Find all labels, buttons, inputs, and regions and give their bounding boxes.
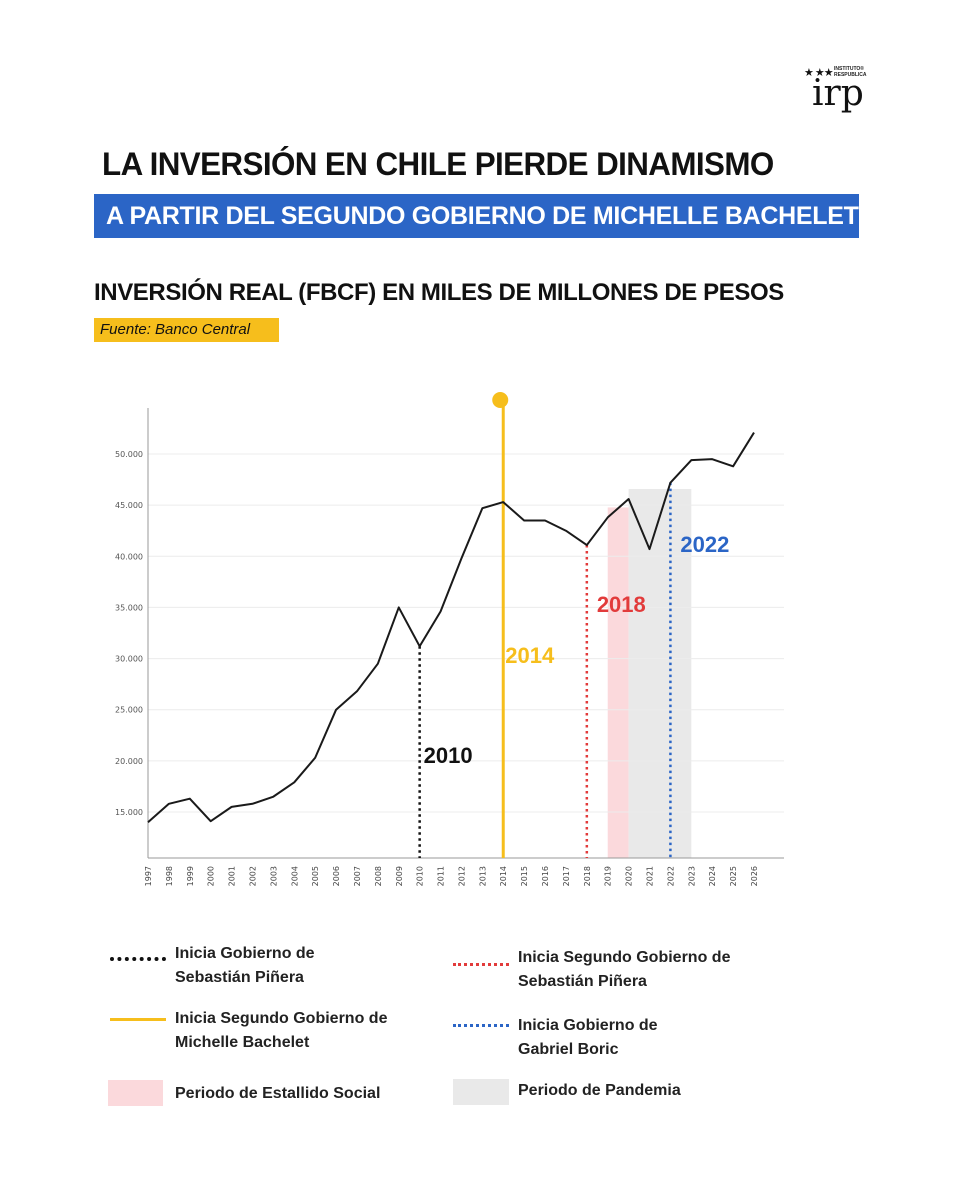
x-tick-label-12: 2009 bbox=[395, 866, 404, 886]
legend-swatch-estallido bbox=[108, 1080, 163, 1106]
x-tick-label-27: 2024 bbox=[708, 866, 717, 886]
x-tick-label-11: 2008 bbox=[374, 866, 383, 886]
x-tick-label-18: 2015 bbox=[520, 866, 529, 886]
logo-main-text: irp bbox=[812, 73, 864, 114]
legend-label-pinera-1: Inicia Gobierno de Sebastián Piñera bbox=[175, 945, 315, 986]
x-tick-label-4: 2001 bbox=[228, 866, 237, 886]
x-tick-label-26: 2023 bbox=[687, 866, 696, 886]
legend-swatch-pandemia bbox=[453, 1079, 509, 1105]
investment-line-chart: 15.000 20.000 25.000 30.000 35.000 40.000 45.0… bbox=[115, 392, 784, 886]
annotation-label-2022: 2022 bbox=[680, 532, 729, 557]
x-tick-label-14: 2011 bbox=[437, 866, 446, 886]
band-1 bbox=[628, 489, 692, 858]
x-tick-label-28: 2025 bbox=[729, 866, 738, 886]
y-tick-label-0: 15.000 bbox=[115, 808, 143, 817]
y-tick-label-5: 40.000 bbox=[115, 552, 143, 561]
y-tick-label-7: 50.000 bbox=[115, 450, 143, 459]
irp-logo: ★ ★★ INSTITUTO® RESPUBLICA irp bbox=[804, 64, 874, 124]
x-tick-label-6: 2003 bbox=[269, 866, 278, 886]
annotation-label-2010: 2010 bbox=[424, 743, 473, 768]
annotation-label-2014: 2014 bbox=[505, 643, 555, 668]
legend-label-estallido: Periodo de Estallido Social bbox=[175, 1085, 381, 1102]
x-tick-label-8: 2005 bbox=[311, 866, 320, 886]
x-tick-label-21: 2018 bbox=[583, 866, 592, 886]
x-tick-label-29: 2026 bbox=[750, 866, 759, 886]
legend-swatch-pinera-1 bbox=[110, 957, 166, 961]
annotation-label-2018: 2018 bbox=[597, 592, 646, 617]
x-tick-label-17: 2014 bbox=[499, 866, 508, 886]
x-tick-label-16: 2013 bbox=[478, 866, 487, 886]
legend-swatch-bachelet-2 bbox=[110, 1018, 166, 1021]
x-tick-label-9: 2006 bbox=[332, 866, 341, 886]
y-tick-label-1: 20.000 bbox=[115, 757, 143, 766]
x-tick-label-23: 2020 bbox=[625, 866, 634, 886]
x-tick-label-15: 2012 bbox=[457, 866, 466, 886]
x-tick-label-22: 2019 bbox=[604, 866, 613, 886]
legend-swatch-pinera-2 bbox=[453, 963, 509, 966]
x-tick-label-3: 2000 bbox=[207, 866, 216, 886]
y-tick-label-6: 45.000 bbox=[115, 501, 143, 510]
legend-label-bachelet-2: Inicia Segundo Gobierno de Michelle Bach… bbox=[175, 1010, 388, 1051]
x-tick-label-0: 1997 bbox=[144, 866, 153, 886]
logo-small-text: INSTITUTO® RESPUBLICA bbox=[834, 66, 867, 78]
page-title: LA INVERSIÓN EN CHILE PIERDE DINAMISMO bbox=[102, 146, 774, 182]
x-tick-label-10: 2007 bbox=[353, 866, 362, 886]
x-tick-label-1: 1998 bbox=[165, 866, 174, 886]
source-label: Fuente: Banco Central bbox=[94, 318, 279, 342]
chart-title: INVERSIÓN REAL (FBCF) EN MILES DE MILLON… bbox=[94, 279, 784, 306]
x-tick-label-20: 2017 bbox=[562, 866, 571, 886]
page-subtitle-banner: A PARTIR DEL SEGUNDO GOBIERNO DE MICHELL… bbox=[94, 194, 859, 238]
legend-label-pinera-2: Inicia Segundo Gobierno de Sebastián Piñ… bbox=[518, 949, 731, 990]
annotation-marker-2014 bbox=[492, 392, 509, 408]
series-line bbox=[147, 432, 755, 823]
y-tick-label-3: 30.000 bbox=[115, 655, 143, 664]
legend-label-boric: Inicia Gobierno de Gabriel Boric bbox=[518, 1017, 658, 1058]
y-tick-label-2: 25.000 bbox=[115, 706, 143, 715]
x-tick-label-25: 2022 bbox=[666, 866, 675, 886]
y-tick-label-4: 35.000 bbox=[115, 603, 143, 612]
x-tick-label-5: 2002 bbox=[248, 866, 257, 886]
legend-label-pandemia: Periodo de Pandemia bbox=[518, 1082, 681, 1099]
band-0 bbox=[607, 507, 629, 858]
x-tick-label-19: 2016 bbox=[541, 866, 550, 886]
x-tick-label-7: 2004 bbox=[290, 866, 299, 886]
stars-icon: ★ ★★ bbox=[804, 67, 834, 79]
x-tick-label-13: 2010 bbox=[416, 866, 425, 886]
x-tick-label-2: 1999 bbox=[186, 866, 195, 886]
x-tick-label-24: 2021 bbox=[646, 866, 655, 886]
legend-swatch-boric bbox=[453, 1024, 509, 1027]
